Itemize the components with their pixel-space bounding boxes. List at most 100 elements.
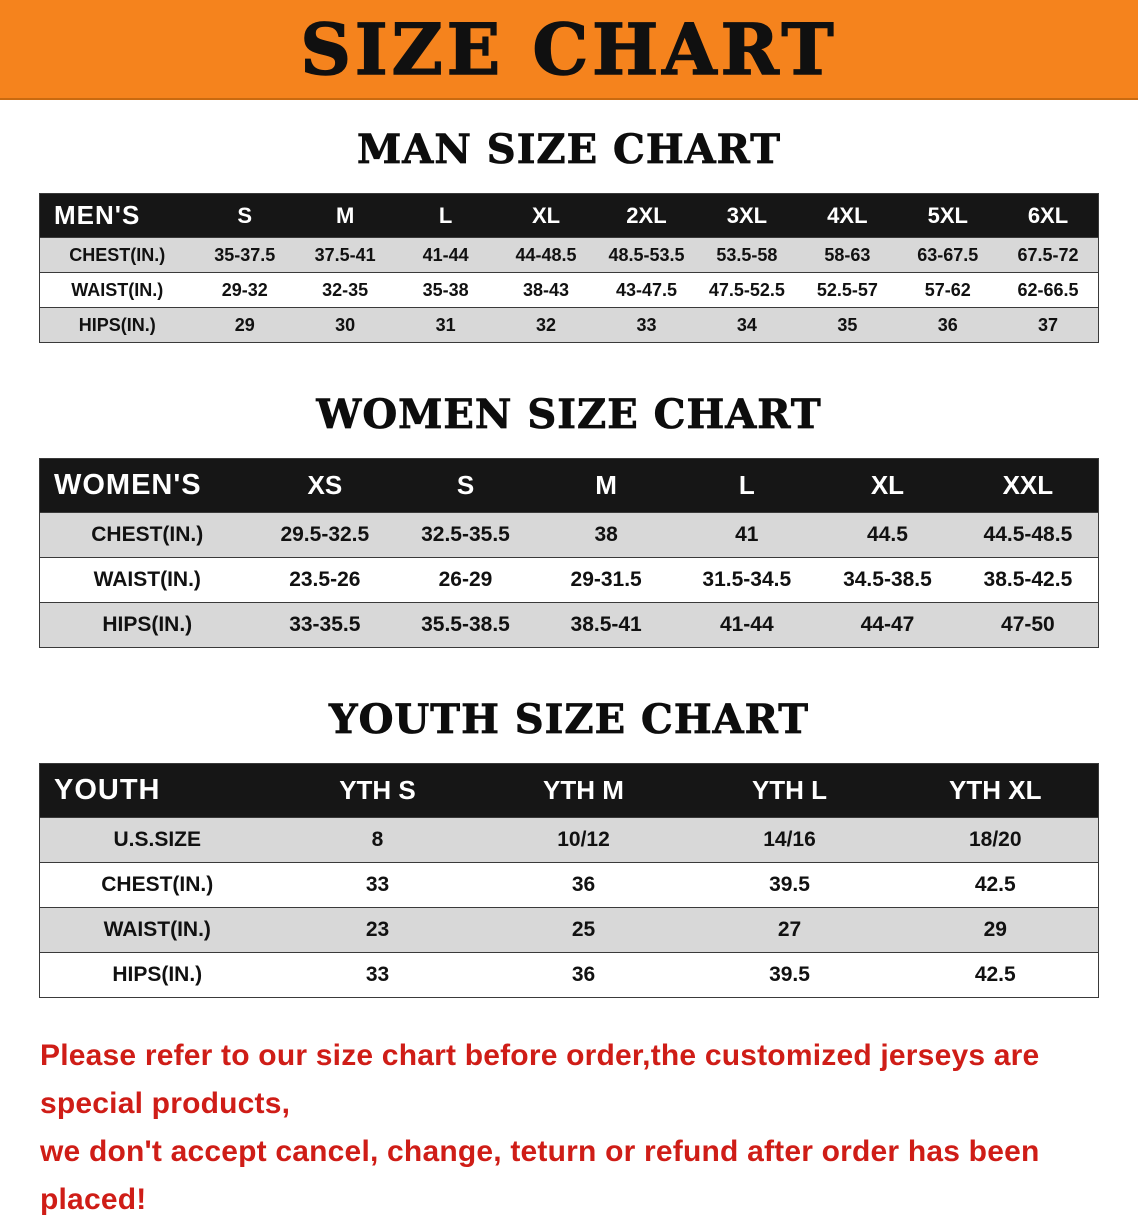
size-value-cell: 44-47 <box>860 613 915 636</box>
table-corner-label: MEN'S <box>54 200 141 230</box>
row-label: U.S.SIZE <box>113 828 202 851</box>
size-value-cell: 37.5-41 <box>314 244 376 265</box>
size-value-cell: 29-32 <box>221 279 268 300</box>
column-header: XL <box>531 202 561 228</box>
row-label: CHEST(IN.) <box>91 523 204 546</box>
size-value-cell: 41-44 <box>719 613 774 636</box>
table-row: HIPS(IN.) 33 36 39.5 42.5 <box>39 952 1099 998</box>
size-value-cell: 25 <box>571 918 596 941</box>
column-header: YTH L <box>751 775 828 805</box>
column-header: 3XL <box>726 202 768 228</box>
size-value-cell: 14/16 <box>763 828 816 851</box>
row-label: HIPS(IN.) <box>102 613 193 636</box>
size-value-cell: 52.5-57 <box>816 279 878 300</box>
disclaimer-line-1: Please refer to our size chart before or… <box>40 1039 1040 1120</box>
size-value-cell: 39.5 <box>769 963 810 986</box>
table-row: HIPS(IN.) 33-35.5 35.5-38.5 38.5-41 41-44 44-… <box>39 602 1099 648</box>
table-header-row: WOMEN'S XS S M L XL XXL <box>39 458 1099 513</box>
youth-size-section: YOUTH SIZE CHART YOUTH YTH S YTH M YTH L YTH… <box>0 696 1138 998</box>
size-value-cell: 31 <box>435 314 456 335</box>
size-value-cell: 33-35.5 <box>289 613 361 636</box>
size-value-cell: 48.5-53.5 <box>608 244 685 265</box>
row-label: WAIST(IN.) <box>93 568 201 591</box>
size-value-cell: 32-35 <box>322 279 369 300</box>
column-header: 4XL <box>827 202 868 228</box>
column-header: YTH S <box>339 775 416 805</box>
disclaimer: Please refer to our size chart before or… <box>40 1032 1138 1224</box>
size-value-cell: 33 <box>636 314 657 335</box>
size-value-cell: 33 <box>365 873 390 896</box>
women-size-section: WOMEN SIZE CHART WOMEN'S XS S M L XL XXL CHEST(… <box>0 391 1138 648</box>
size-value-cell: 36 <box>571 873 596 896</box>
size-value-cell: 38-43 <box>523 279 570 300</box>
column-header: XS <box>307 470 343 500</box>
size-value-cell: 36 <box>937 314 958 335</box>
men-size-section: MAN SIZE CHART MEN'S S M L XL 2XL 3XL 4XL 5XL 6XL… <box>0 126 1138 343</box>
size-value-cell: 42.5 <box>974 873 1016 896</box>
size-value-cell: 41 <box>735 523 759 546</box>
table-row: U.S.SIZE 8 10/12 14/16 18/20 <box>39 817 1099 863</box>
row-label: CHEST(IN.) <box>69 244 166 265</box>
size-value-cell: 10/12 <box>557 828 610 851</box>
size-value-cell: 47-50 <box>1001 613 1055 636</box>
table-row: CHEST(IN.) 29.5-32.5 32.5-35.5 38 41 44.5 44.5… <box>39 512 1099 558</box>
table-row: WAIST(IN.) 23.5-26 26-29 29-31.5 31.5-34.5 34… <box>39 557 1099 603</box>
size-value-cell: 34 <box>736 314 757 335</box>
size-value-cell: 27 <box>777 918 802 941</box>
youth-size-table: YOUTH YTH S YTH M YTH L YTH XL U.S.SIZE 8 10/12… <box>39 763 1099 998</box>
table-row: CHEST(IN.) 33 36 39.5 42.5 <box>39 862 1099 908</box>
size-value-cell: 35-37.5 <box>214 244 276 265</box>
size-value-cell: 29 <box>983 918 1007 941</box>
table-row: CHEST(IN.) 35-37.5 37.5-41 41-44 44-48.5 48.5… <box>39 237 1099 273</box>
size-value-cell: 32 <box>536 314 557 335</box>
table-header-row: YOUTH YTH S YTH M YTH L YTH XL <box>39 763 1099 818</box>
banner-title: SIZE CHART <box>300 7 838 92</box>
size-value-cell: 26-29 <box>438 568 493 591</box>
size-value-cell: 29-31.5 <box>570 568 642 591</box>
youth-section-heading: YOUTH SIZE CHART <box>329 696 809 744</box>
row-label: WAIST(IN.) <box>71 279 164 300</box>
size-value-cell: 44-48.5 <box>515 244 577 265</box>
size-value-cell: 62-66.5 <box>1017 279 1079 300</box>
column-header: 6XL <box>1027 202 1069 228</box>
size-value-cell: 37 <box>1037 314 1059 335</box>
column-header: YTH M <box>543 775 624 805</box>
column-header: M <box>595 470 617 500</box>
row-label: WAIST(IN.) <box>103 918 211 941</box>
size-value-cell: 33 <box>365 963 390 986</box>
size-value-cell: 47.5-52.5 <box>708 279 785 300</box>
size-value-cell: 58-63 <box>824 244 871 265</box>
size-value-cell: 18/20 <box>968 828 1022 851</box>
size-value-cell: 39.5 <box>769 873 810 896</box>
size-value-cell: 42.5 <box>974 963 1016 986</box>
column-header: L <box>438 202 453 228</box>
size-value-cell: 63-67.5 <box>917 244 979 265</box>
size-value-cell: 31.5-34.5 <box>702 568 792 591</box>
men-size-table: MEN'S S M L XL 2XL 3XL 4XL 5XL 6XL CHEST(IN.) 35-37… <box>39 193 1099 343</box>
table-row: HIPS(IN.) 29 30 31 32 33 34 35 36 37 <box>39 307 1099 343</box>
size-value-cell: 38.5-42.5 <box>983 568 1073 591</box>
size-value-cell: 29.5-32.5 <box>280 523 370 546</box>
size-value-cell: 8 <box>371 828 384 851</box>
size-value-cell: 34.5-38.5 <box>843 568 932 591</box>
size-value-cell: 57-62 <box>924 279 971 300</box>
column-header: M <box>335 202 355 228</box>
size-value-cell: 23 <box>365 918 390 941</box>
size-value-cell: 43-47.5 <box>615 279 677 300</box>
size-value-cell: 23.5-26 <box>289 568 361 591</box>
size-value-cell: 53.5-58 <box>716 244 778 265</box>
size-value-cell: 38 <box>594 523 618 546</box>
table-row: WAIST(IN.) 23 25 27 29 <box>39 907 1099 953</box>
column-header: XXL <box>1002 470 1054 500</box>
size-value-cell: 67.5-72 <box>1017 244 1079 265</box>
column-header: S <box>237 202 253 228</box>
size-value-cell: 32.5-35.5 <box>421 523 510 546</box>
size-value-cell: 35.5-38.5 <box>421 613 510 636</box>
table-corner-label: WOMEN'S <box>54 469 202 501</box>
size-value-cell: 44.5 <box>867 523 908 546</box>
size-value-cell: 36 <box>571 963 596 986</box>
row-label: CHEST(IN.) <box>101 873 214 896</box>
column-header: YTH XL <box>949 775 1042 805</box>
women-section-heading: WOMEN SIZE CHART <box>316 391 822 439</box>
size-value-cell: 29 <box>234 314 255 335</box>
